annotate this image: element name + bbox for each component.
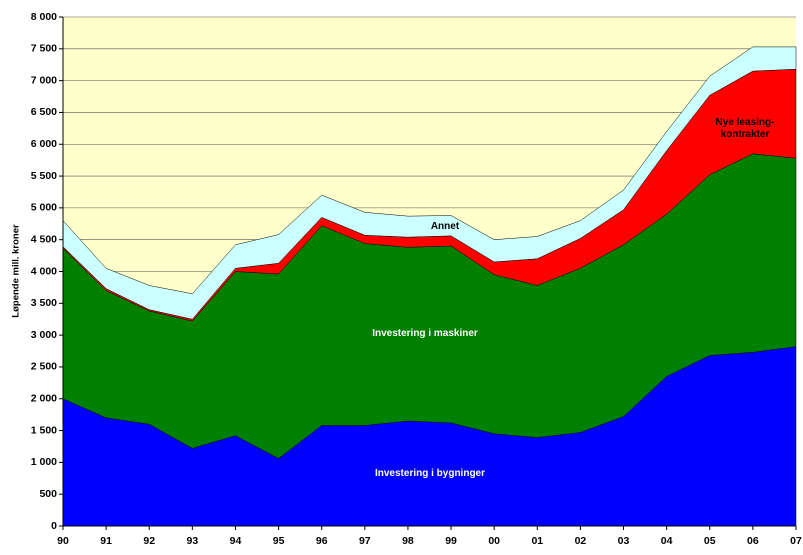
x-tick-label: 92 <box>143 535 155 547</box>
x-tick-label: 00 <box>488 535 500 547</box>
y-tick-label: 1 500 <box>31 424 57 436</box>
y-tick-label: 2 000 <box>31 393 57 405</box>
x-tick-label: 95 <box>273 535 285 547</box>
x-tick-label: 98 <box>402 535 414 547</box>
x-tick-label: 90 <box>57 535 69 547</box>
series-label-box: Investering i maskiner <box>372 328 478 339</box>
series-label: Investering i maskiner <box>372 328 478 339</box>
x-tick-label: 94 <box>230 535 242 547</box>
x-tick-label: 02 <box>575 535 587 547</box>
y-tick-label: 6 500 <box>31 106 57 118</box>
area <box>62 46 797 320</box>
x-tick-label: 97 <box>359 535 371 547</box>
y-tick-label: 3 500 <box>31 297 57 309</box>
series-label: Annet <box>430 221 460 232</box>
y-tick-label: 4 000 <box>31 265 57 277</box>
y-tick-label: 500 <box>39 488 57 500</box>
y-tick-label: 4 500 <box>31 233 57 245</box>
y-axis-label: Løpende mill. kroner <box>11 224 22 318</box>
y-tick-label: 5 000 <box>31 202 57 214</box>
x-tick-label: 07 <box>790 535 802 547</box>
x-tick-label: 04 <box>661 535 673 547</box>
y-tick-label: 7 500 <box>31 43 57 55</box>
y-tick-label: 5 500 <box>31 170 57 182</box>
y-tick-label: 8 000 <box>31 11 57 23</box>
x-tick-label: 03 <box>618 535 630 547</box>
y-tick-label: 6 000 <box>31 138 57 150</box>
series-label-box: Annet <box>430 221 460 232</box>
y-tick-label: 0 <box>51 520 57 532</box>
x-tick-label: 91 <box>100 535 112 547</box>
series-label: Nye leasing-kontrakter <box>715 117 775 140</box>
x-tick-label: 06 <box>747 535 759 547</box>
y-tick-label: 7 000 <box>31 74 57 86</box>
x-tick-label: 05 <box>704 535 716 547</box>
series-label: Investering i bygninger <box>374 468 486 479</box>
y-tick-label: 3 000 <box>31 329 57 341</box>
y-tick-label: 2 500 <box>31 361 57 373</box>
x-tick-label: 99 <box>445 535 457 547</box>
series-label-box: Investering i bygninger <box>374 468 486 479</box>
x-tick-label: 01 <box>531 535 543 547</box>
series-label-box: Nye leasing-kontrakter <box>715 117 775 140</box>
y-tick-label: 1 000 <box>31 456 57 468</box>
x-tick-label: 93 <box>187 535 199 547</box>
x-tick-label: 96 <box>316 535 328 547</box>
